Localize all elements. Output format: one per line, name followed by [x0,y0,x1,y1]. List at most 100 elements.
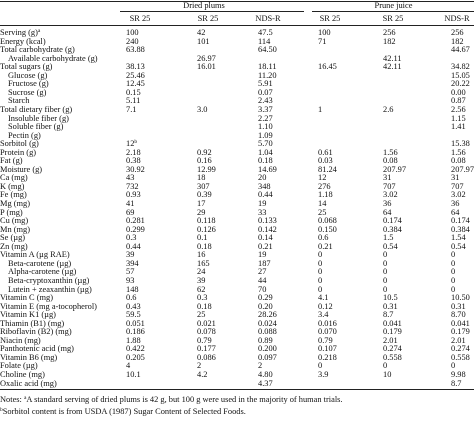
cell: 0.118 [197,216,216,226]
cell: 0.142 [258,224,277,234]
cell: 42.11 [383,53,402,63]
cell: 0 [383,361,388,371]
cell: 0.133 [258,216,277,226]
footnote-mark: a [37,28,41,34]
cell: 14.69 [258,164,277,174]
cell: 101 [197,36,210,46]
column-header: SR 25 [382,14,404,23]
cell: 0 [318,361,323,371]
cell: 707 [383,181,396,191]
cell: 148 [126,284,139,294]
cell: 1.15 [451,113,466,123]
cell: 0 [318,284,323,294]
cell: 3.02 [451,190,466,200]
cell: 0 [383,258,388,268]
cell: 38.13 [126,62,145,72]
row-label: Choline (mg) [0,370,45,379]
rule [0,1,474,2]
cell: 12 [318,173,327,183]
cell: 33 [258,207,267,217]
cell: 11.20 [258,70,277,80]
cell: 24 [197,267,206,277]
cell: 0.086 [197,352,216,362]
group-header: Dried plums [183,1,225,10]
cell: 47.5 [258,28,273,37]
cell: 182 [451,36,464,46]
cell: 0.14 [258,233,273,243]
cell: 8.7 [383,310,394,320]
cell: 394 [126,258,139,268]
cell: 0.20 [258,301,273,311]
cell: 0.174 [451,216,470,226]
cell: 18 [197,173,206,183]
cell: 42 [197,28,206,37]
row-label: Starch [8,96,30,106]
cell: 4.37 [258,378,273,388]
cell: 0.3 [197,293,208,303]
cell: 63.88 [126,45,145,55]
cell: 0.44 [258,190,273,200]
cell: 0.384 [451,224,470,234]
cell: 20 [258,173,267,183]
cell: 1.04 [258,147,273,157]
cell: 1.54 [451,233,466,243]
cell: 114 [258,36,271,46]
cell: 348 [258,181,271,191]
cell: 81.24 [318,164,337,174]
cell: 0 [383,250,388,260]
cell: 0.08 [451,156,466,166]
cell: 307 [197,181,210,191]
cell: 39 [197,275,206,285]
cell: 0.384 [383,224,402,234]
cell: 0.12 [318,301,333,311]
cell: 256 [383,28,396,37]
cell: 0.21 [318,241,333,251]
cell: 0 [318,250,323,260]
cell: 17 [197,199,206,208]
cell: 0.31 [451,301,466,311]
footnote: bSorbitol content is from USDA (1987) Su… [0,407,246,416]
cell: 34.82 [451,62,470,72]
cell: 0.15 [126,87,141,97]
row-label: Riboflavin (B2) (mg) [0,327,72,337]
cell: 5.11 [126,96,141,106]
cell: 27 [258,267,267,277]
cell: 25.46 [126,70,145,80]
rule [0,25,474,26]
cell: 29 [197,207,206,217]
cell: 0.107 [318,344,337,354]
row-label: Thiamin (B1) (mg) [0,318,65,328]
cell: 0.126 [197,224,216,234]
cell: 0.041 [451,318,470,328]
row-label: Panthotenic acid (mg) [0,344,74,354]
cell: 0.299 [126,224,145,234]
cell: 187 [258,258,271,268]
row-label: Total sugars (g) [0,62,53,72]
cell: 0.93 [126,190,141,200]
cell: 1.56 [383,147,398,157]
cell: 18.11 [258,62,277,72]
cell: 12.99 [197,164,216,174]
cell: 1.88 [126,335,141,345]
cell: 0.18 [258,156,273,166]
cell: 0.070 [318,327,337,337]
cell: 0.558 [383,352,402,362]
cell: 0.041 [383,318,402,328]
cell: 14 [318,199,327,208]
cell: 100 [318,28,331,37]
cell: 0.79 [318,335,333,345]
cell: 0.31 [383,301,398,311]
row-label: Ca (mg) [0,173,28,183]
cell: 2 [197,361,202,371]
cell: 19 [258,250,267,260]
cell: 0 [451,250,456,260]
cell: 0 [451,267,456,277]
cell: 0.18 [197,301,212,311]
column-header: NDS-R [444,14,470,23]
footnote-mark: b [0,407,3,414]
row-label: Vitamin B6 (mg) [0,352,58,362]
cell: 12.45 [126,79,145,89]
cell: 0.200 [258,344,277,354]
cell: 5.91 [258,79,273,89]
cell: 7.1 [126,104,137,114]
